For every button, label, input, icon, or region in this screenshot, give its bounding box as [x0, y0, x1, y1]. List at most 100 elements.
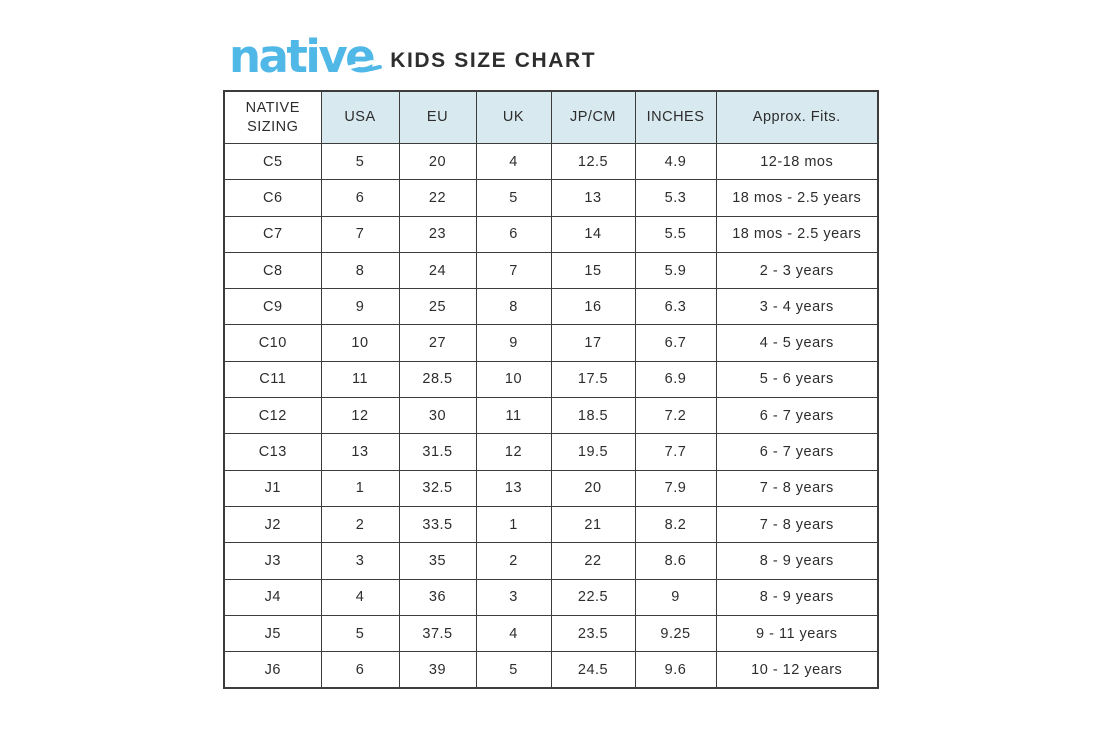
table-cell: 22 — [550, 542, 636, 580]
table-cell: 9.25 — [634, 614, 717, 653]
table-cell: 4 - 5 years — [715, 324, 879, 362]
table-cell: C6 — [223, 179, 322, 217]
table-cell: 18 mos - 2.5 years — [715, 179, 879, 217]
table-cell: 3 — [320, 542, 400, 580]
table-cell: C8 — [223, 251, 322, 290]
table-cell: 5.5 — [634, 215, 717, 253]
brand-logo: native — [229, 34, 383, 79]
table-cell: J5 — [223, 614, 322, 653]
table-cell: 33.5 — [398, 505, 477, 544]
table-cell: 7.7 — [634, 433, 717, 471]
table-cell: 8 — [320, 251, 400, 290]
page-header: native KIDS SIZE CHART — [229, 33, 596, 85]
table-cell: 5 — [475, 651, 552, 689]
table-cell: 22 — [398, 179, 477, 217]
table-cell: 6.9 — [634, 360, 717, 399]
page-title: KIDS SIZE CHART — [390, 49, 597, 72]
table-row-c13: C13 13 31.5 12 19.5 7.7 6 - 7 years — [223, 433, 879, 471]
table-cell: 10 — [320, 324, 400, 362]
table-cell: 16 — [550, 288, 636, 326]
table-cell: 12-18 mos — [715, 142, 879, 181]
table-cell: 11 — [320, 360, 400, 399]
table-cell: 17.5 — [550, 360, 636, 399]
table-cell: 30 — [398, 397, 477, 435]
table-cell: 25 — [398, 288, 477, 326]
table-row-c11: C11 11 28.5 10 17.5 6.9 5 - 6 years — [223, 360, 879, 399]
table-cell: 13 — [320, 433, 400, 471]
table-cell: 20 — [398, 142, 477, 181]
table-cell: 5 — [475, 179, 552, 217]
table-cell: J3 — [223, 542, 322, 580]
table-cell: 7.9 — [634, 469, 717, 507]
table-row-c7: C7 7 23 6 14 5.5 18 mos - 2.5 years — [223, 215, 879, 253]
table-cell: 32.5 — [398, 469, 477, 507]
table-cell: 6 — [475, 215, 552, 253]
table-cell: 18 mos - 2.5 years — [715, 215, 879, 253]
table-cell: 7 - 8 years — [715, 469, 879, 507]
column-header-eu: EU — [398, 90, 477, 144]
table-cell: 21 — [550, 505, 636, 544]
table-cell: C7 — [223, 215, 322, 253]
table-cell: 10 — [475, 360, 552, 399]
table-cell: C11 — [223, 360, 322, 399]
table-cell: 1 — [320, 469, 400, 507]
table-cell: 15 — [550, 251, 636, 290]
table-cell: 5 — [320, 142, 400, 181]
table-cell: 6.3 — [634, 288, 717, 326]
table-cell: 7 — [475, 251, 552, 290]
header-row: NATIVE SIZING USA EU UK JP/CM INCHES Approx. F… — [223, 90, 879, 144]
table-cell: 9 - 11 years — [715, 614, 879, 653]
table-cell: 24.5 — [550, 651, 636, 689]
table-cell: 18.5 — [550, 397, 636, 435]
table-cell: 8 - 9 years — [715, 542, 879, 580]
table-cell: 9 — [320, 288, 400, 326]
table-cell: 39 — [398, 651, 477, 689]
table-cell: 6 - 7 years — [715, 397, 879, 435]
table-cell: 27 — [398, 324, 477, 362]
table-cell: 9 — [475, 324, 552, 362]
table-cell: 19.5 — [550, 433, 636, 471]
column-header-native-sizing: NATIVE SIZING — [223, 90, 322, 144]
table-cell: 37.5 — [398, 614, 477, 653]
table-cell: 1 — [475, 505, 552, 544]
table-cell: 5 - 6 years — [715, 360, 879, 399]
table-cell: 10 - 12 years — [715, 651, 879, 689]
column-header-approx-fits: Approx. Fits. — [715, 90, 879, 144]
table-row-j4: J4 4 36 3 22.5 9 8 - 9 years — [223, 578, 879, 616]
table-cell: 12 — [475, 433, 552, 471]
table-cell: 24 — [398, 251, 477, 290]
table-row-j3: J3 3 35 2 22 8.6 8 - 9 years — [223, 542, 879, 580]
table-row-j5: J5 5 37.5 4 23.5 9.25 9 - 11 years — [223, 614, 879, 653]
table-cell: 7 - 8 years — [715, 505, 879, 544]
table-cell: 8 - 9 years — [715, 578, 879, 616]
table-cell: 4 — [475, 614, 552, 653]
table-body: C5 5 20 4 12.5 4.9 12-18 mos C6 6 22 5 13 5.3 18 mos … — [223, 142, 879, 689]
table-cell: 6 — [320, 179, 400, 217]
table-cell: 6 - 7 years — [715, 433, 879, 471]
table-cell: 22.5 — [550, 578, 636, 616]
table-cell: C10 — [223, 324, 322, 362]
table-row-c5: C5 5 20 4 12.5 4.9 12-18 mos — [223, 142, 879, 181]
brand-logo-text: native — [229, 29, 376, 83]
column-header-uk: UK — [475, 90, 552, 144]
column-header-usa: USA — [320, 90, 400, 144]
table-cell: 28.5 — [398, 360, 477, 399]
table-cell: 9 — [634, 578, 717, 616]
table-cell: 35 — [398, 542, 477, 580]
table-cell: 8.6 — [634, 542, 717, 580]
table-row-c10: C10 10 27 9 17 6.7 4 - 5 years — [223, 324, 879, 362]
kids-size-chart-table: NATIVE SIZING USA EU UK JP/CM INCHES Approx. F… — [223, 90, 879, 690]
column-header-inches: INCHES — [634, 90, 717, 144]
table-cell: 5 — [320, 614, 400, 653]
table-cell: 7.2 — [634, 397, 717, 435]
table-cell: 2 - 3 years — [715, 251, 879, 290]
table-cell: 3 — [475, 578, 552, 616]
table-cell: 5.9 — [634, 251, 717, 290]
column-header-label: NATIVE SIZING — [245, 99, 300, 135]
table-cell: C9 — [223, 288, 322, 326]
table-cell: J4 — [223, 578, 322, 616]
table-cell: 20 — [550, 469, 636, 507]
table-cell: 13 — [550, 179, 636, 217]
table-cell: 11 — [475, 397, 552, 435]
